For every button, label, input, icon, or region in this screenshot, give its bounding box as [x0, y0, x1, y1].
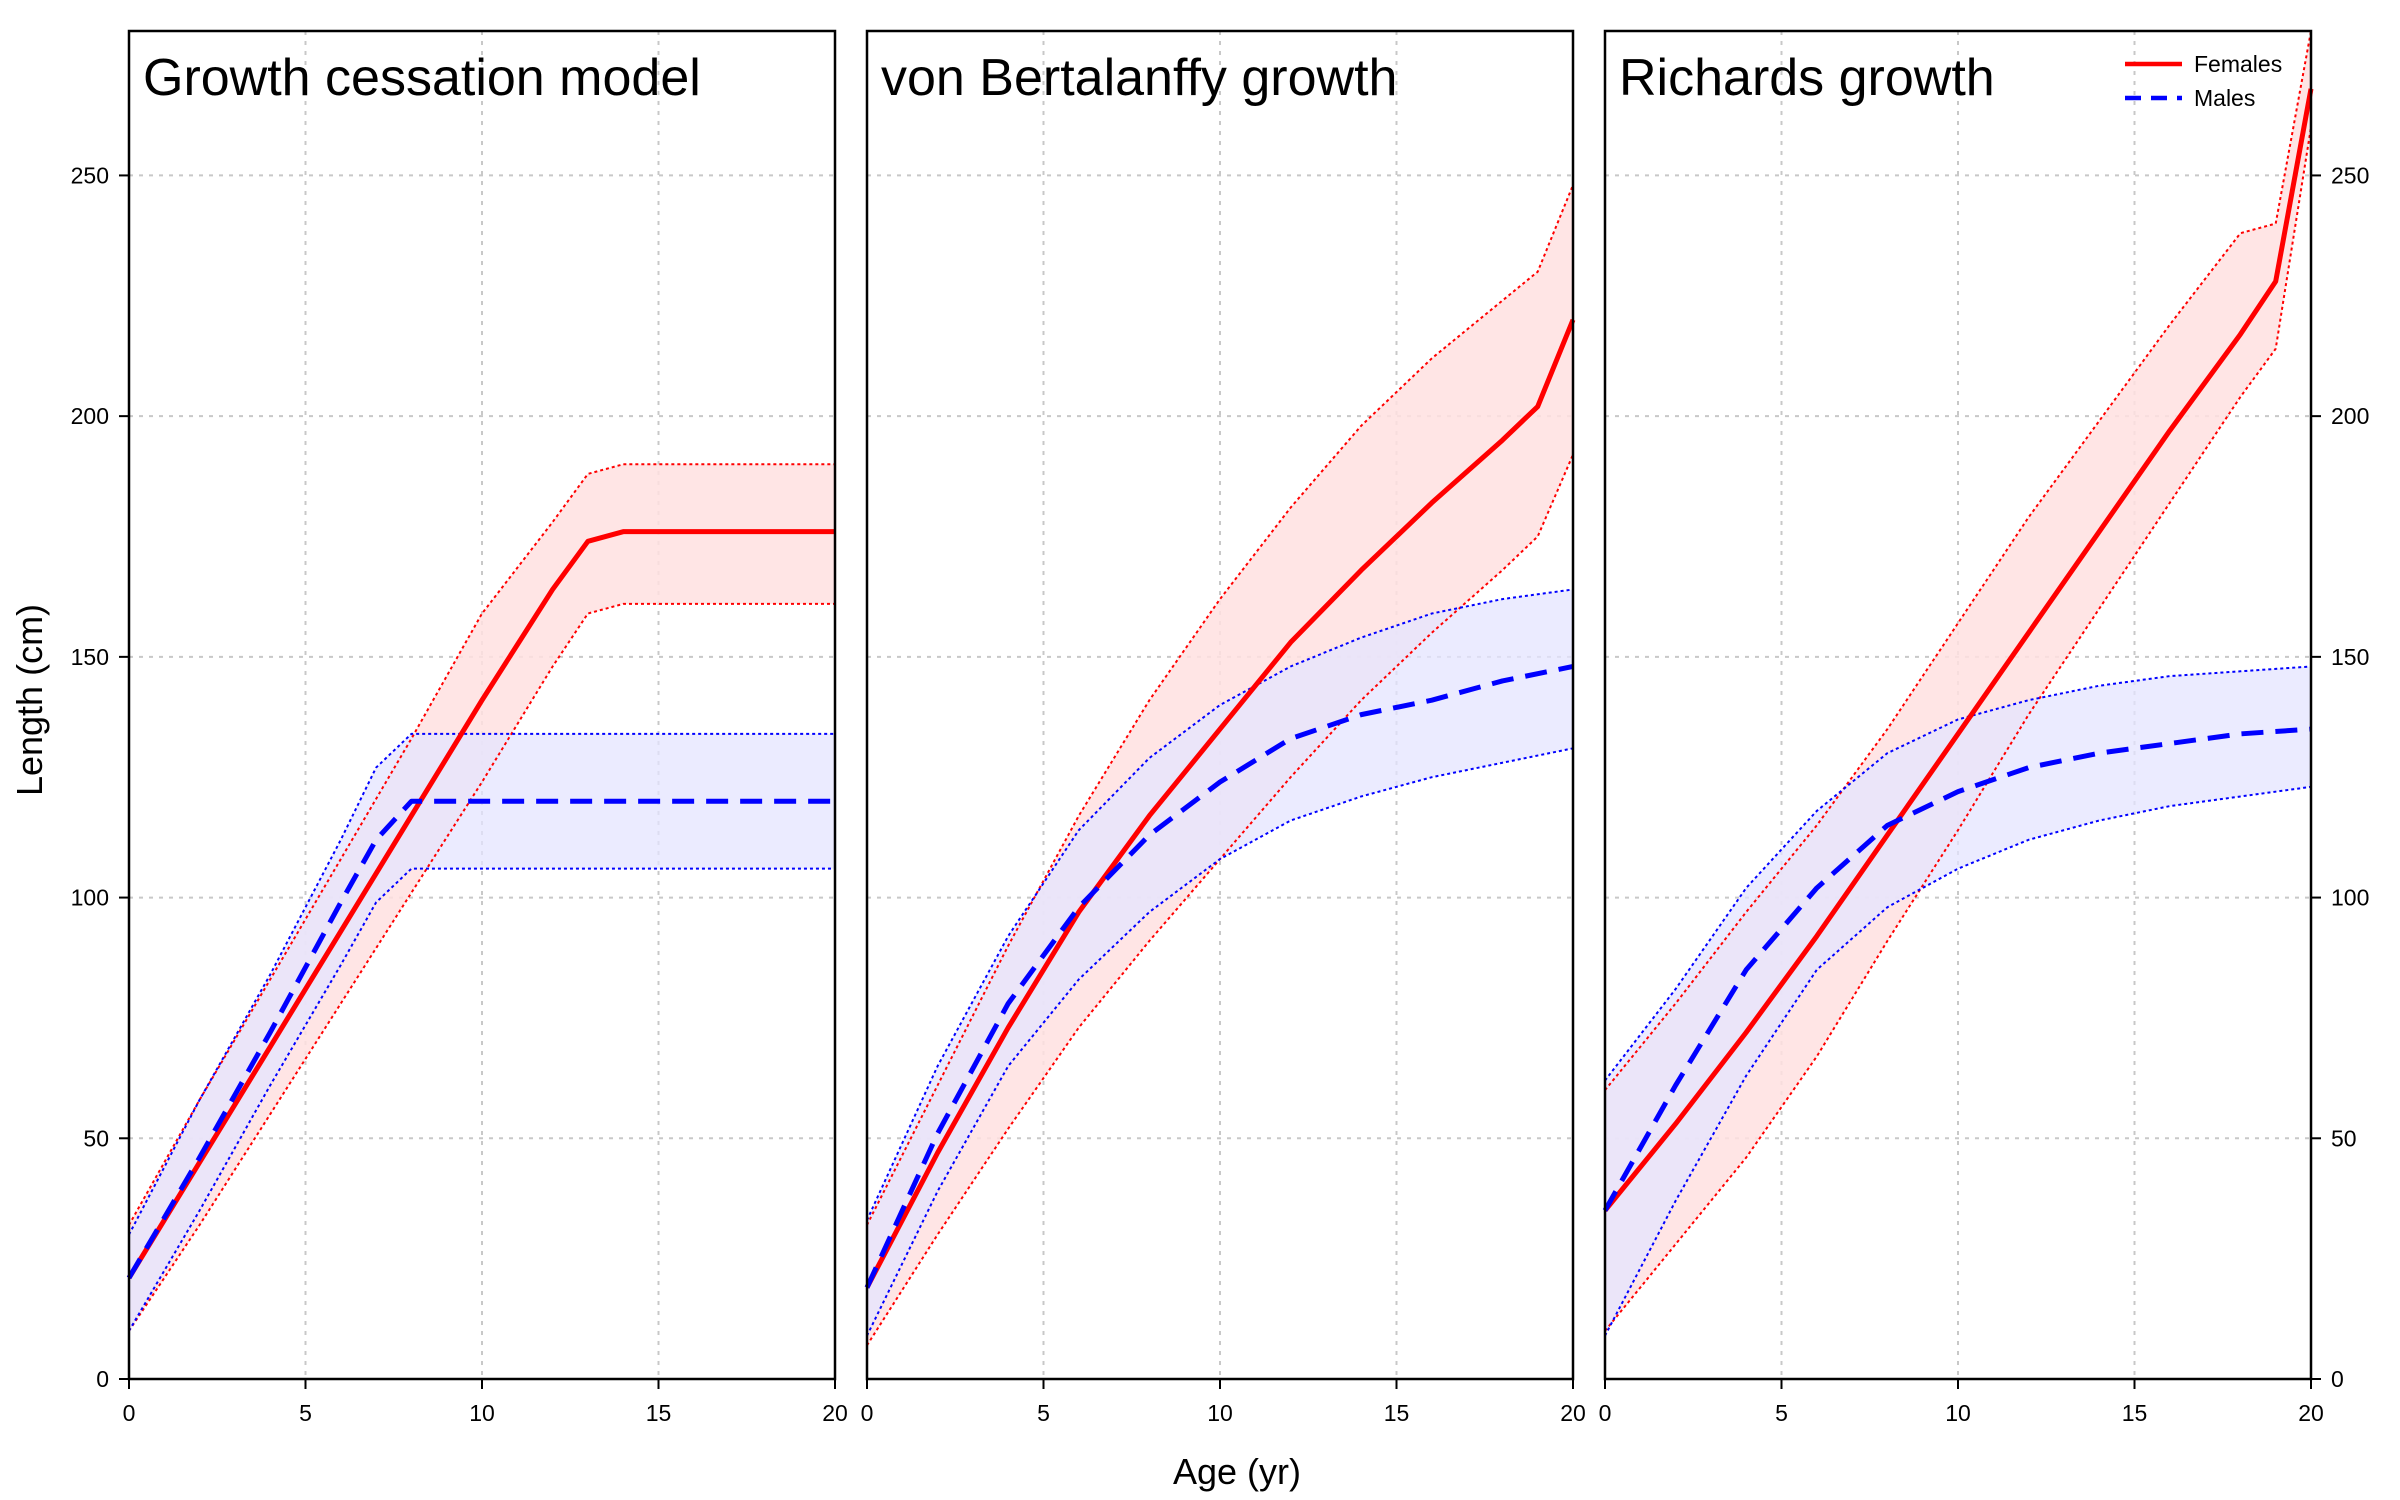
- y-tick-label-right: 0: [2331, 1366, 2344, 1392]
- panel-title: von Bertalanffy growth: [881, 49, 1397, 107]
- ci-upper-females: [1604, 30, 2312, 1091]
- x-tick-label: 5: [1775, 1400, 1788, 1426]
- ci-upper-males: [866, 588, 1574, 1221]
- series-line-females: [126, 529, 835, 1280]
- x-tick-label: 0: [861, 1400, 874, 1426]
- ci-lower-males: [128, 867, 835, 1332]
- panel-von-bertalanffy-growth: 0 5 10 15 20 von Bertalanffy growth: [861, 29, 1586, 1426]
- y-tick-label-left: 100: [71, 885, 109, 911]
- panel-richards-growth: 0 5 10 15 20 Richards growth: [1599, 29, 2324, 1426]
- ci-lower-females: [866, 454, 1574, 1346]
- panels-layer: 0 5 10 15 20 Growth cessation model 0 5 10 15 20 vo…: [71, 29, 2369, 1426]
- x-tick-label: 10: [469, 1400, 495, 1426]
- y-tick-label-right: 250: [2331, 162, 2369, 188]
- y-tick-label-right: 50: [2331, 1125, 2357, 1151]
- y-tick-label-left: 250: [71, 162, 109, 188]
- y-tick-label-left: 200: [71, 403, 109, 429]
- series-line-males: [864, 664, 1574, 1289]
- y-tick-label-left: 150: [71, 644, 109, 670]
- x-tick-label: 5: [299, 1400, 312, 1426]
- y-tick-label-right: 200: [2331, 403, 2369, 429]
- x-tick-label: 20: [2298, 1400, 2324, 1426]
- x-tick-label: 20: [1560, 1400, 1586, 1426]
- x-tick-label: 0: [1599, 1400, 1612, 1426]
- legend-label-females: Females: [2194, 51, 2282, 77]
- y-tick-label-right: 150: [2331, 644, 2369, 670]
- ci-lower-males: [1604, 785, 2312, 1337]
- series-line-males: [126, 798, 835, 1280]
- x-tick-label: 0: [123, 1400, 136, 1426]
- ci-upper-males: [1604, 665, 2312, 1082]
- series-line-females: [864, 318, 1576, 1289]
- y-tick-label-left: 50: [83, 1125, 109, 1151]
- x-tick-label: 10: [1207, 1400, 1233, 1426]
- x-tick-label: 10: [1945, 1400, 1971, 1426]
- legend: Females Males: [2125, 51, 2282, 111]
- panel-growth-cessation-model: 0 5 10 15 20 Growth cessation model: [123, 29, 848, 1426]
- ci-lower-females: [128, 602, 835, 1332]
- ci-band-males: [1605, 666, 2311, 1336]
- panel-title: Richards growth: [1619, 49, 1995, 107]
- x-tick-label: 5: [1037, 1400, 1050, 1426]
- y-tick-label-right: 100: [2331, 885, 2369, 911]
- ci-band-males: [867, 589, 1573, 1336]
- series-line-females: [1603, 88, 2314, 1213]
- y-axis-label: Length (cm): [9, 604, 50, 796]
- x-axis-label: Age (yr): [1173, 1451, 1301, 1492]
- series-line-males: [1602, 726, 2312, 1212]
- ci-upper-males: [128, 732, 835, 1236]
- ci-band-females: [129, 464, 835, 1331]
- ci-lower-females: [1604, 127, 2312, 1332]
- x-tick-label: 15: [646, 1400, 672, 1426]
- x-tick-label: 20: [822, 1400, 848, 1426]
- x-tick-label: 15: [1384, 1400, 1410, 1426]
- y-tick-label-left: 0: [96, 1366, 109, 1392]
- panel-title: Growth cessation model: [143, 49, 701, 107]
- ci-lower-males: [866, 747, 1574, 1337]
- ci-upper-females: [128, 463, 835, 1226]
- legend-label-males: Males: [2194, 85, 2255, 111]
- x-tick-label: 15: [2122, 1400, 2148, 1426]
